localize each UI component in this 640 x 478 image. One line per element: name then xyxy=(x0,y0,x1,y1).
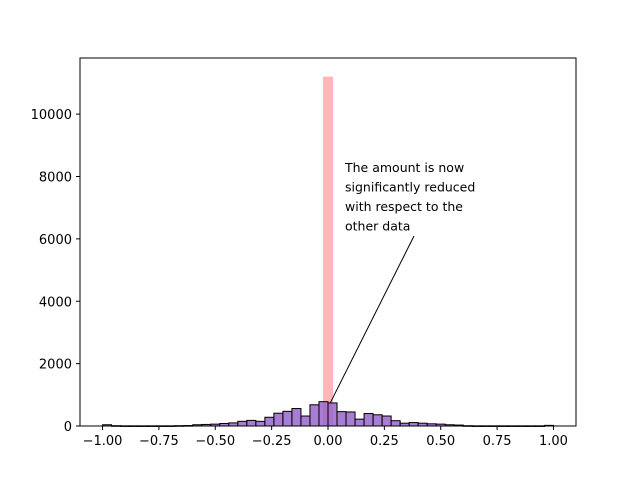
x-tick-label: −0.75 xyxy=(139,434,179,449)
histogram-bar xyxy=(327,402,338,427)
x-tick-label: 0.75 xyxy=(483,434,512,449)
histogram-bar xyxy=(372,414,383,427)
x-tick-label: 1.00 xyxy=(539,434,568,449)
histogram-bar xyxy=(363,413,374,427)
histogram-bar xyxy=(309,404,320,427)
x-tick-label: −1.00 xyxy=(83,434,123,449)
y-tick-label: 0 xyxy=(64,420,72,435)
x-tick-label: 0.50 xyxy=(426,434,455,449)
x-tick-label: −0.50 xyxy=(195,434,235,449)
highlight-bar-layer xyxy=(322,76,334,427)
histogram-bar xyxy=(255,420,266,427)
histogram-bar xyxy=(354,418,365,427)
histogram-bar xyxy=(408,422,419,427)
y-tick-label: 4000 xyxy=(39,295,72,310)
annotation-text-line: other data xyxy=(345,219,410,234)
histogram-bars xyxy=(102,401,554,427)
x-tick-label: −0.25 xyxy=(252,434,292,449)
histogram-bar xyxy=(300,415,311,427)
histogram-bar xyxy=(345,411,356,427)
x-tick-label: 0.00 xyxy=(314,434,343,449)
histogram-bar xyxy=(237,420,248,427)
y-tick-label: 10000 xyxy=(31,108,72,123)
histogram-bar xyxy=(264,416,275,427)
y-tick-label: 8000 xyxy=(39,171,72,186)
histogram-bar xyxy=(390,420,401,427)
y-axis: 0 2000 4000 6000 8000 10000 xyxy=(31,108,80,435)
histogram-bar xyxy=(381,415,392,427)
y-tick-label: 2000 xyxy=(39,358,72,373)
y-tick-label: 6000 xyxy=(39,233,72,248)
histogram-bar xyxy=(246,419,257,427)
annotation-text-line: The amount is now xyxy=(344,160,464,175)
histogram-bar xyxy=(282,410,293,427)
histogram-bar xyxy=(318,401,329,427)
annotation-text-line: with respect to the xyxy=(345,199,463,214)
histogram-bar xyxy=(291,408,302,427)
histogram-bar xyxy=(273,412,284,427)
annotation-arrow-line xyxy=(329,235,415,404)
annotation-text: The amount is now significantly reduced wi… xyxy=(344,160,475,234)
x-axis: −1.00 −0.75 −0.50 −0.25 0.00 0.25 0.50 0.75 1.00 xyxy=(83,426,568,449)
x-tick-label: 0.25 xyxy=(370,434,399,449)
annotation: The amount is now significantly reduced wi… xyxy=(329,160,475,404)
highlight-bar xyxy=(322,76,334,427)
histogram-bar xyxy=(336,411,347,427)
annotation-text-line: significantly reduced xyxy=(345,180,475,195)
